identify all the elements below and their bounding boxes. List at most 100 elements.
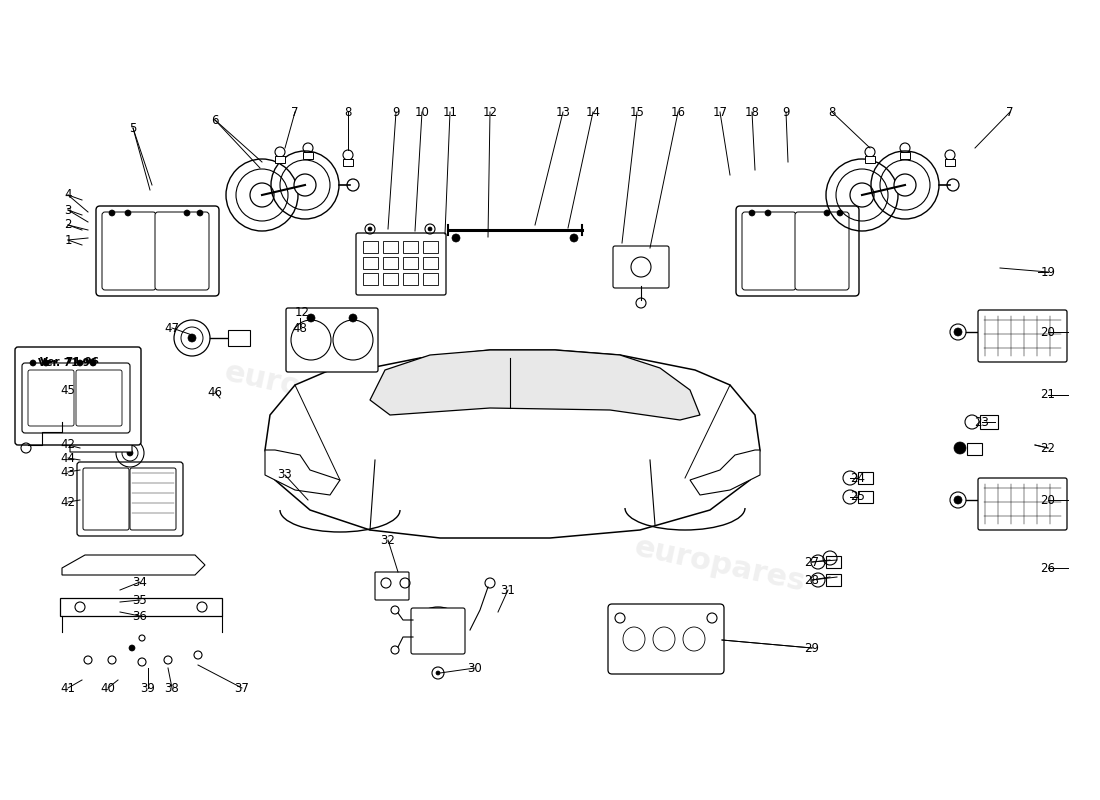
- Text: 41: 41: [60, 682, 76, 694]
- Ellipse shape: [250, 183, 274, 207]
- FancyBboxPatch shape: [978, 310, 1067, 362]
- Text: 20: 20: [1041, 326, 1055, 338]
- Circle shape: [129, 645, 135, 651]
- Bar: [403, 241, 418, 253]
- Ellipse shape: [412, 607, 464, 653]
- Text: Ver. 71-96: Ver. 71-96: [40, 357, 99, 367]
- FancyBboxPatch shape: [82, 468, 129, 530]
- Bar: [403, 273, 418, 285]
- Text: 8: 8: [344, 106, 352, 118]
- Text: 28: 28: [804, 574, 820, 586]
- Text: 14: 14: [585, 106, 601, 118]
- Text: 42: 42: [60, 495, 76, 509]
- Circle shape: [307, 314, 315, 322]
- Text: 23: 23: [975, 415, 989, 429]
- Bar: [228, 330, 250, 346]
- Bar: [403, 257, 418, 269]
- Text: 26: 26: [1041, 562, 1056, 574]
- Circle shape: [749, 210, 755, 216]
- FancyBboxPatch shape: [77, 462, 183, 536]
- Circle shape: [126, 450, 133, 456]
- Polygon shape: [370, 350, 700, 420]
- Polygon shape: [265, 450, 340, 495]
- Text: 22: 22: [1041, 442, 1056, 454]
- Text: 32: 32: [381, 534, 395, 546]
- Bar: [900, 152, 910, 159]
- Text: 10: 10: [415, 106, 429, 118]
- Text: 21: 21: [1041, 389, 1056, 402]
- Text: 17: 17: [713, 106, 727, 118]
- Bar: [343, 159, 353, 166]
- Text: 46: 46: [208, 386, 222, 398]
- Polygon shape: [70, 418, 132, 452]
- FancyBboxPatch shape: [375, 572, 409, 600]
- Ellipse shape: [294, 174, 316, 196]
- Ellipse shape: [894, 174, 916, 196]
- FancyBboxPatch shape: [742, 212, 796, 290]
- FancyBboxPatch shape: [96, 206, 219, 296]
- Circle shape: [184, 210, 190, 216]
- FancyBboxPatch shape: [15, 347, 141, 445]
- Text: Ver. 71-96: Ver. 71-96: [39, 358, 97, 368]
- Bar: [826, 574, 842, 586]
- Circle shape: [30, 360, 36, 366]
- Text: 43: 43: [60, 466, 76, 478]
- FancyBboxPatch shape: [22, 363, 130, 433]
- Text: 42: 42: [60, 438, 76, 451]
- Text: 9: 9: [393, 106, 399, 118]
- Bar: [424, 257, 438, 269]
- Bar: [363, 257, 378, 269]
- Text: 15: 15: [629, 106, 645, 118]
- Text: 4: 4: [64, 189, 72, 202]
- Text: 1: 1: [64, 234, 72, 246]
- Circle shape: [188, 334, 196, 342]
- Bar: [302, 152, 313, 159]
- Text: 12: 12: [295, 306, 309, 318]
- Circle shape: [368, 227, 372, 231]
- Text: 48: 48: [293, 322, 307, 334]
- Text: 5: 5: [130, 122, 136, 134]
- Text: 47: 47: [165, 322, 179, 334]
- Text: 39: 39: [141, 682, 155, 694]
- FancyBboxPatch shape: [130, 468, 176, 530]
- Ellipse shape: [623, 627, 645, 651]
- Text: 8: 8: [828, 106, 836, 118]
- Circle shape: [349, 314, 358, 322]
- Bar: [858, 491, 873, 503]
- Text: 40: 40: [100, 682, 116, 694]
- Text: 31: 31: [500, 583, 516, 597]
- Circle shape: [837, 210, 843, 216]
- FancyBboxPatch shape: [736, 206, 859, 296]
- Circle shape: [90, 360, 96, 366]
- Circle shape: [954, 442, 966, 454]
- Text: 34: 34: [133, 575, 147, 589]
- Text: 9: 9: [782, 106, 790, 118]
- FancyBboxPatch shape: [356, 233, 446, 295]
- Ellipse shape: [850, 183, 875, 207]
- Circle shape: [954, 328, 962, 336]
- Text: 25: 25: [850, 490, 866, 503]
- Text: 27: 27: [804, 555, 820, 569]
- Circle shape: [954, 496, 962, 504]
- FancyBboxPatch shape: [608, 604, 724, 674]
- Text: 7: 7: [1006, 106, 1014, 118]
- Bar: [424, 273, 438, 285]
- Text: 7: 7: [292, 106, 299, 118]
- Text: 33: 33: [277, 469, 293, 482]
- Text: 6: 6: [211, 114, 219, 126]
- Circle shape: [428, 227, 432, 231]
- Bar: [383, 273, 398, 285]
- FancyBboxPatch shape: [978, 478, 1067, 530]
- FancyBboxPatch shape: [102, 212, 156, 290]
- Polygon shape: [690, 450, 760, 495]
- Ellipse shape: [653, 627, 675, 651]
- Polygon shape: [62, 555, 205, 575]
- Circle shape: [436, 671, 440, 675]
- Text: 11: 11: [442, 106, 458, 118]
- Bar: [363, 241, 378, 253]
- FancyBboxPatch shape: [76, 370, 122, 426]
- Text: 24: 24: [850, 471, 866, 485]
- FancyBboxPatch shape: [795, 212, 849, 290]
- FancyBboxPatch shape: [411, 608, 465, 654]
- FancyBboxPatch shape: [286, 308, 378, 372]
